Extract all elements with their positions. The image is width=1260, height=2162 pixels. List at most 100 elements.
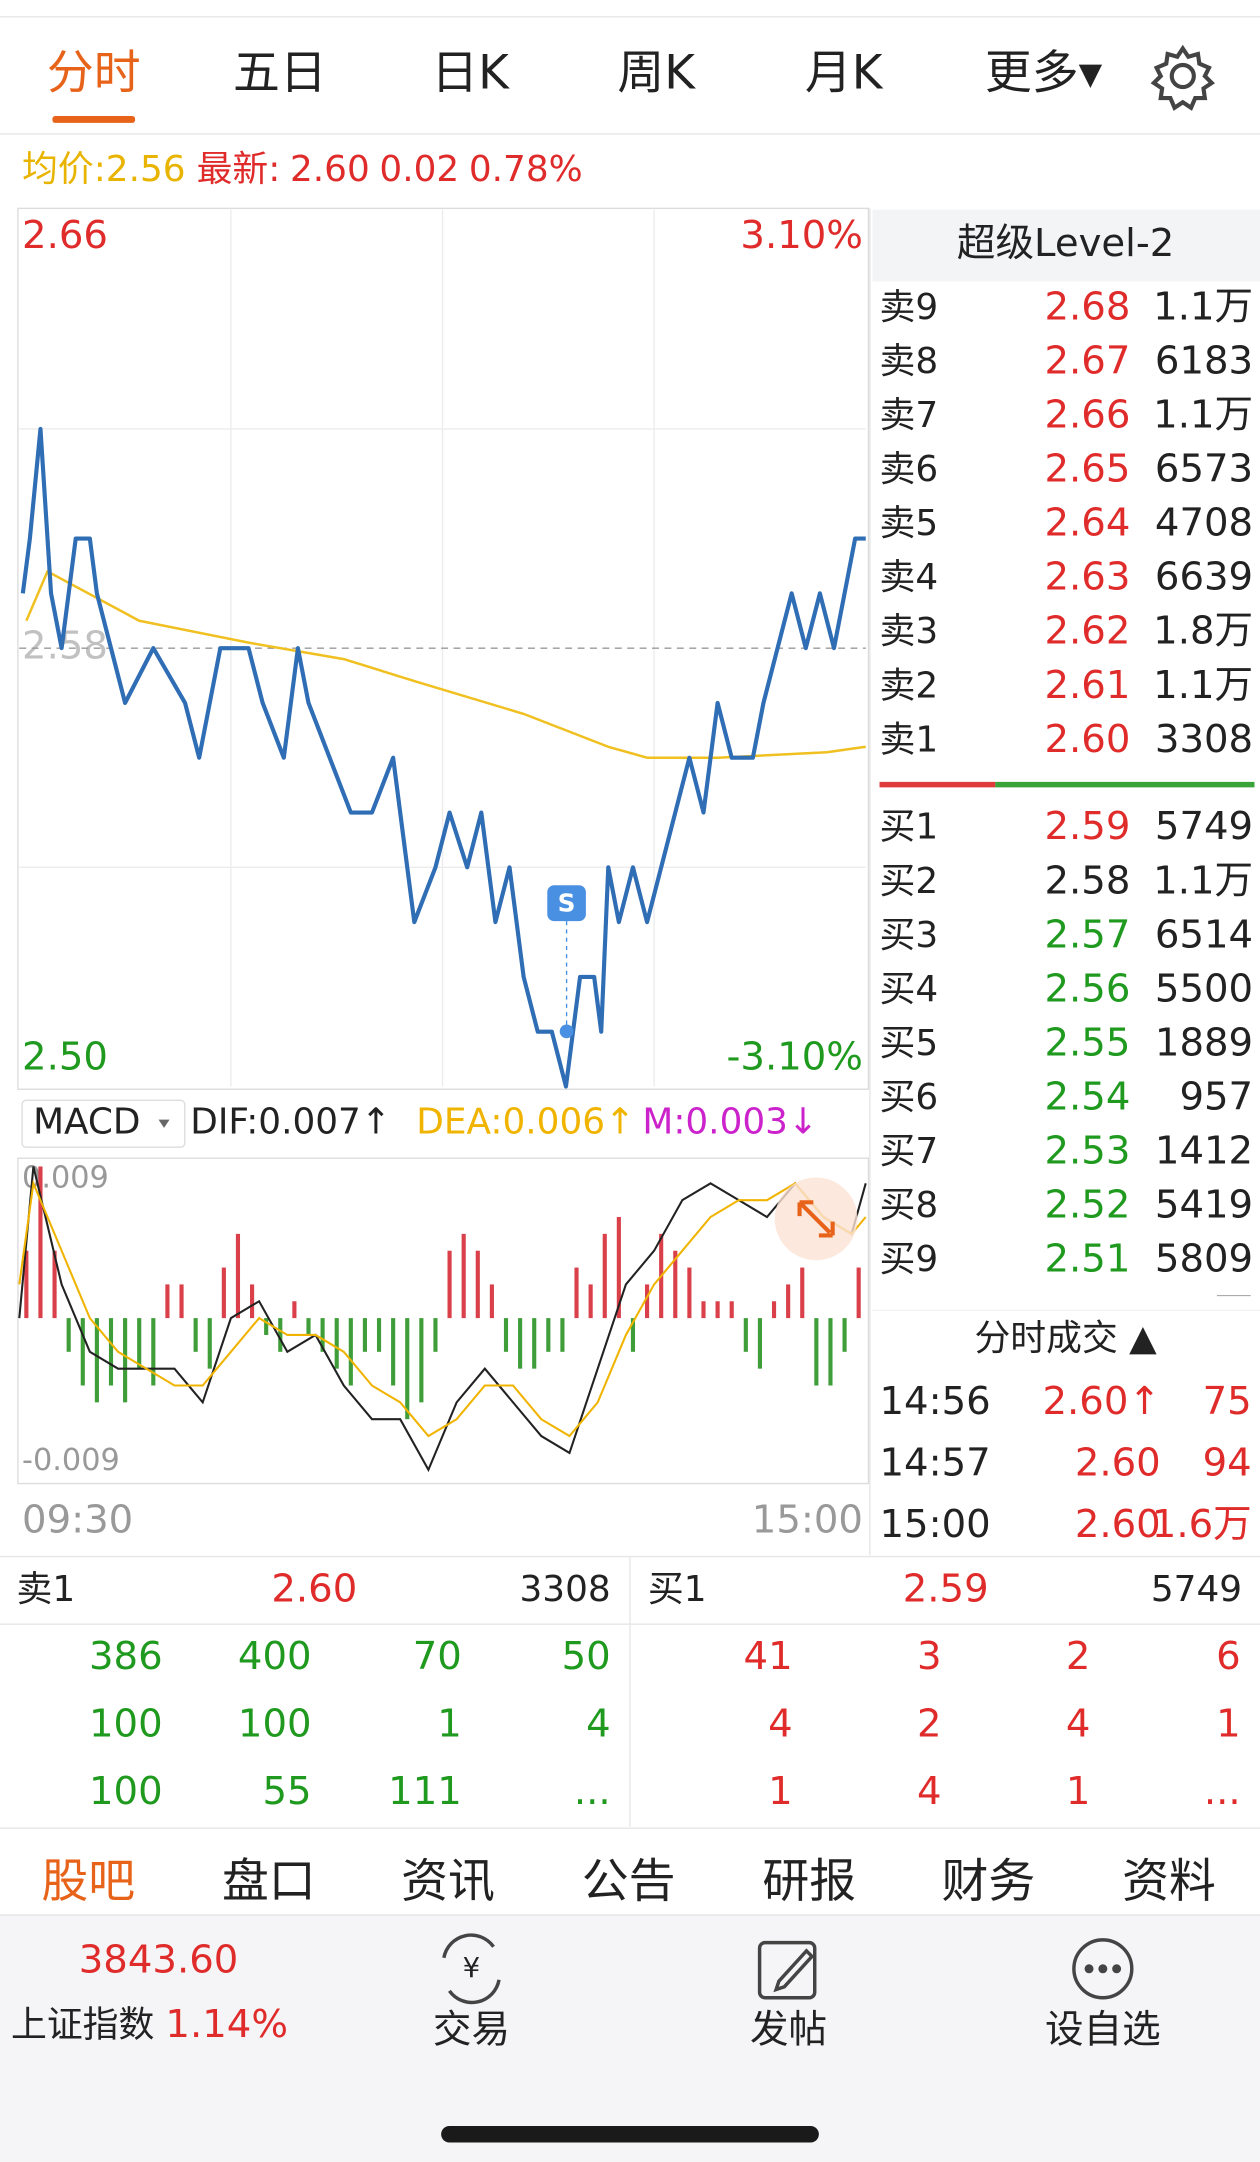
- histogram-bar: [123, 1318, 128, 1403]
- section-tab[interactable]: 资讯: [401, 1854, 495, 1909]
- queue-cell: 70: [413, 1634, 462, 1679]
- histogram-bar: [743, 1318, 748, 1352]
- signal-dot: [559, 1024, 574, 1039]
- section-tab[interactable]: 股吧: [41, 1854, 135, 1909]
- book-price: 2.55: [1045, 1020, 1131, 1065]
- histogram-bar: [221, 1267, 226, 1319]
- histogram-bar: [94, 1318, 99, 1403]
- queue-cell: 55: [262, 1769, 311, 1814]
- signal-badge: [547, 885, 586, 922]
- histogram-bar: [24, 1250, 29, 1319]
- book-price: 2.52: [1045, 1183, 1131, 1228]
- settings-icon[interactable]: [1150, 44, 1215, 111]
- book-price: 2.56: [1045, 966, 1131, 1011]
- histogram-bar: [264, 1318, 269, 1335]
- indicator-name[interactable]: MACD: [33, 1102, 140, 1143]
- histogram-bar: [66, 1318, 71, 1352]
- queue-cell: 4: [586, 1702, 611, 1747]
- indicator-readout: DIF:0.007↑: [190, 1102, 391, 1143]
- section-tab[interactable]: 盘口: [222, 1854, 316, 1909]
- trade-price: 2.60: [1075, 1440, 1161, 1485]
- book-label: 买7: [880, 1131, 939, 1172]
- book-price: 2.57: [1045, 912, 1131, 957]
- tab[interactable]: 周K: [617, 46, 696, 101]
- trade-time: 14:57: [880, 1440, 991, 1485]
- book-volume: 4708: [1155, 501, 1253, 546]
- book-label: 卖8: [880, 341, 939, 382]
- y2-tick-label: 3.10%: [740, 213, 863, 258]
- histogram-bar: [814, 1318, 819, 1386]
- book-price: 2.58: [1045, 858, 1131, 903]
- histogram-bar: [546, 1318, 551, 1352]
- histogram-bar: [757, 1318, 762, 1369]
- tab[interactable]: 更多▾: [985, 46, 1103, 101]
- book-label: 买3: [880, 915, 939, 956]
- queue-cell: ...: [574, 1769, 611, 1814]
- section-tab[interactable]: 资料: [1122, 1854, 1216, 1909]
- histogram-bar: [503, 1318, 509, 1352]
- book-volume: 1.1万: [1153, 285, 1253, 330]
- home-indicator: [441, 2125, 819, 2143]
- y-tick-label: -0.009: [22, 1443, 120, 1478]
- histogram-bar: [532, 1318, 537, 1369]
- trade-price: 2.60: [1075, 1502, 1161, 1547]
- index-change[interactable]: 1.14%: [165, 2002, 288, 2047]
- section-tab[interactable]: 研报: [762, 1854, 856, 1909]
- queue-cell: 1: [1066, 1769, 1091, 1814]
- book-label: 卖5: [880, 503, 939, 544]
- book-price: 2.64: [1045, 501, 1131, 546]
- section-tab[interactable]: 财务: [942, 1854, 1036, 1909]
- summary-avg: 2.56: [106, 149, 186, 190]
- book-volume: 5809: [1155, 1237, 1253, 1282]
- trade-volume: 94: [1203, 1440, 1252, 1485]
- histogram-bar: [630, 1318, 636, 1352]
- histogram-bar: [842, 1318, 847, 1352]
- book-price: 2.53: [1045, 1128, 1131, 1173]
- order-price: 2.60: [271, 1567, 357, 1612]
- queue-cell: 400: [238, 1634, 312, 1679]
- dropdown-caret: [158, 1119, 170, 1128]
- histogram-bar: [729, 1301, 734, 1319]
- histogram-bar: [447, 1250, 452, 1319]
- book-price: 2.66: [1045, 393, 1131, 438]
- tab[interactable]: 五日: [233, 46, 327, 101]
- queue-cell: 4: [768, 1702, 793, 1747]
- x-tick-label: 15:00: [752, 1498, 863, 1543]
- book-volume: 957: [1179, 1074, 1253, 1119]
- book-price: 2.60: [1045, 717, 1131, 762]
- level2-title[interactable]: 超级Level-2: [957, 221, 1174, 266]
- section-tab[interactable]: 公告: [582, 1854, 676, 1909]
- index-value[interactable]: 3843.60: [79, 1937, 239, 1982]
- histogram-bar: [362, 1318, 367, 1352]
- book-price: 2.61: [1045, 663, 1131, 708]
- histogram-bar: [108, 1318, 114, 1386]
- histogram-bar: [461, 1233, 466, 1319]
- book-label: 卖2: [880, 665, 939, 706]
- histogram-bar: [137, 1318, 142, 1369]
- signal-letter: S: [558, 889, 576, 918]
- histogram-bar: [151, 1318, 156, 1386]
- footer-bar: [0, 1915, 1260, 2162]
- book-label: 卖1: [880, 719, 939, 760]
- histogram-bar: [828, 1318, 833, 1386]
- histogram-bar: [292, 1301, 297, 1319]
- tab[interactable]: 分时: [47, 46, 141, 101]
- book-volume: 1.1万: [1153, 393, 1253, 438]
- book-volume: 5500: [1155, 966, 1253, 1011]
- book-label: 买8: [880, 1185, 939, 1226]
- tab[interactable]: 日K: [431, 46, 510, 101]
- histogram-bar: [306, 1318, 311, 1335]
- footer-action[interactable]: 发帖: [750, 2008, 827, 2053]
- footer-action[interactable]: 设自选: [1045, 2008, 1161, 2053]
- histogram-bar: [405, 1318, 410, 1420]
- trades-title[interactable]: 分时成交 ▲: [974, 1318, 1157, 1359]
- index-name[interactable]: 上证指数: [11, 2005, 154, 2046]
- book-price: 2.68: [1045, 285, 1131, 330]
- y2-tick-label: -3.10%: [726, 1034, 862, 1079]
- indicator-line: [18, 1166, 867, 1473]
- tab[interactable]: 月K: [805, 46, 884, 101]
- queue-cell: 111: [388, 1769, 462, 1814]
- summary: 均价:2.56 最新: 2.60 0.02 0.78%: [22, 149, 583, 190]
- footer-action[interactable]: 交易: [433, 2008, 510, 2053]
- indicator-select[interactable]: [21, 1099, 186, 1148]
